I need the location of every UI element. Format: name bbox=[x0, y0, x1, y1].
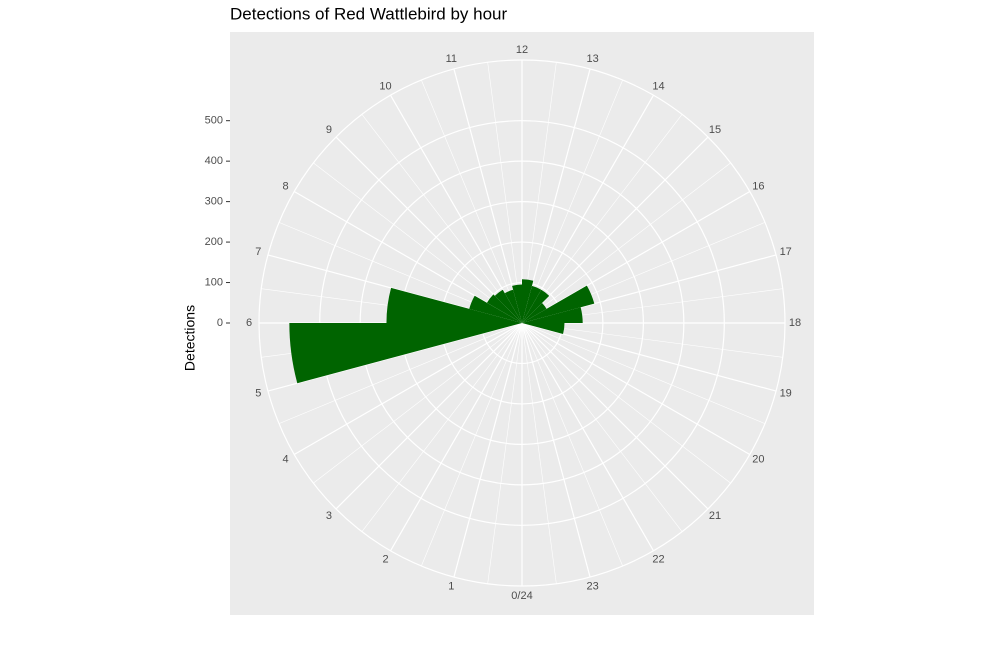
x-tick-label: 1 bbox=[448, 581, 454, 593]
major-spoke bbox=[335, 136, 523, 324]
x-tick-label: 2 bbox=[382, 553, 388, 565]
minor-spoke bbox=[521, 322, 557, 584]
x-tick-label: 10 bbox=[379, 80, 391, 92]
minor-spoke bbox=[521, 322, 623, 567]
minor-spoke bbox=[487, 322, 523, 584]
major-spoke bbox=[293, 322, 523, 456]
x-tick-label: 0/24 bbox=[511, 590, 532, 602]
x-tick-label: 16 bbox=[752, 180, 764, 192]
major-spoke bbox=[521, 322, 751, 456]
bar bbox=[522, 285, 595, 323]
x-tick-label: 23 bbox=[587, 581, 599, 593]
bar bbox=[522, 285, 542, 323]
x-tick-label: 3 bbox=[326, 510, 332, 522]
x-tick-label: 9 bbox=[326, 124, 332, 136]
x-tick-label: 12 bbox=[516, 44, 528, 56]
minor-spoke bbox=[421, 79, 523, 324]
major-spoke bbox=[389, 94, 523, 324]
bar bbox=[522, 302, 547, 323]
x-tick-label: 6 bbox=[246, 317, 252, 329]
x-tick-label: 7 bbox=[255, 246, 261, 258]
bar bbox=[522, 307, 583, 323]
x-tick-label: 13 bbox=[587, 53, 599, 65]
minor-spoke bbox=[313, 162, 523, 324]
minor-spoke bbox=[278, 322, 523, 424]
x-tick-label: 14 bbox=[652, 80, 664, 92]
bar bbox=[386, 287, 522, 323]
minor-spoke bbox=[521, 114, 683, 324]
bar bbox=[522, 323, 565, 334]
bar bbox=[494, 289, 522, 323]
bar bbox=[469, 295, 522, 323]
major-spoke bbox=[521, 68, 591, 324]
major-spoke bbox=[521, 322, 777, 392]
minor-spoke bbox=[421, 322, 523, 567]
major-spoke bbox=[521, 322, 591, 578]
y-tick-label: 500 bbox=[205, 115, 223, 127]
x-tick-label: 19 bbox=[780, 388, 792, 400]
minor-spoke bbox=[521, 322, 783, 358]
minor-spoke bbox=[313, 322, 523, 484]
x-tick-label: 8 bbox=[283, 180, 289, 192]
minor-spoke bbox=[487, 62, 523, 324]
minor-spoke bbox=[521, 322, 683, 532]
major-spoke bbox=[335, 322, 523, 510]
minor-spoke bbox=[361, 322, 523, 532]
bar bbox=[289, 323, 522, 384]
minor-spoke bbox=[521, 162, 731, 324]
major-spoke bbox=[453, 68, 523, 324]
major-spoke bbox=[453, 322, 523, 578]
y-tick-label: 300 bbox=[205, 196, 223, 208]
outer-circle bbox=[258, 59, 786, 587]
minor-spoke bbox=[521, 62, 557, 324]
minor-spoke bbox=[521, 322, 766, 424]
x-tick-label: 11 bbox=[446, 53, 457, 65]
bar bbox=[522, 289, 550, 323]
y-tick-label: 0 bbox=[217, 317, 223, 329]
y-tick-label: 200 bbox=[205, 236, 223, 248]
x-tick-label: 22 bbox=[652, 553, 664, 565]
y-tick-label: 400 bbox=[205, 155, 223, 167]
x-tick-label: 21 bbox=[709, 510, 721, 522]
bar bbox=[486, 294, 522, 323]
major-spoke bbox=[521, 322, 709, 510]
y-tick-label: 100 bbox=[205, 276, 223, 288]
x-tick-label: 18 bbox=[789, 317, 801, 329]
labels: 01002003004005000/2412345678910111213141… bbox=[205, 44, 801, 602]
x-tick-label: 5 bbox=[255, 388, 261, 400]
minor-spoke bbox=[521, 322, 731, 484]
minor-spoke bbox=[521, 79, 623, 324]
bars bbox=[289, 279, 595, 384]
x-tick-label: 17 bbox=[780, 246, 792, 258]
bar bbox=[512, 284, 522, 323]
minor-spoke bbox=[361, 114, 523, 324]
major-spoke bbox=[521, 322, 655, 552]
bar bbox=[522, 279, 534, 323]
x-tick-label: 4 bbox=[283, 453, 289, 465]
x-tick-label: 20 bbox=[752, 453, 764, 465]
chart-title: Detections of Red Wattlebird by hour bbox=[230, 4, 508, 23]
major-spoke bbox=[389, 322, 523, 552]
x-tick-label: 15 bbox=[709, 124, 721, 136]
major-spoke bbox=[521, 94, 655, 324]
y-axis-label: Detections bbox=[182, 305, 198, 371]
major-spoke bbox=[521, 136, 709, 324]
bar bbox=[504, 289, 522, 323]
